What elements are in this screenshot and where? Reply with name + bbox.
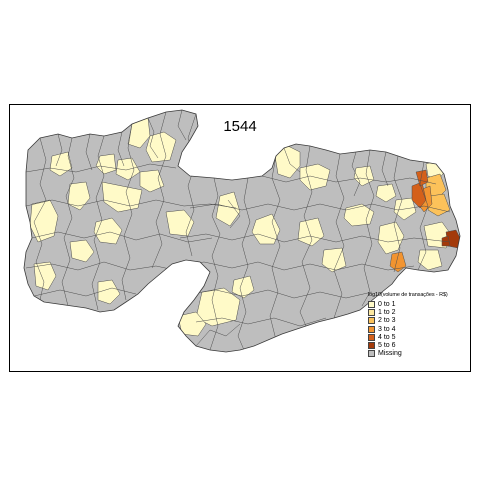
legend-label: 3 to 4 <box>378 325 396 333</box>
class-4-5-municipalities <box>411 169 429 209</box>
legend-row: 2 to 3 <box>368 317 448 325</box>
legend-row: 1 to 2 <box>368 308 448 316</box>
legend-title: log10(volume de transações - R$) <box>368 292 448 298</box>
municipality <box>377 221 405 255</box>
municipality <box>69 239 95 263</box>
municipality <box>67 181 91 211</box>
legend-swatch <box>368 342 375 350</box>
legend-label: Missing <box>378 350 402 358</box>
legend-label: 2 to 3 <box>378 317 396 325</box>
municipality <box>343 203 375 227</box>
legend-swatch <box>368 308 375 316</box>
legend-label: 5 to 6 <box>378 342 396 350</box>
legend-row: 3 to 4 <box>368 325 448 333</box>
municipality <box>95 153 117 175</box>
municipality <box>97 279 121 305</box>
municipality <box>115 157 141 181</box>
municipality <box>33 261 57 291</box>
municipality <box>417 249 443 271</box>
municipality <box>321 247 347 273</box>
municipality <box>215 191 241 227</box>
legend-swatch <box>368 317 375 325</box>
municipality <box>49 151 73 177</box>
legend-swatch <box>368 333 375 341</box>
municipality <box>297 217 325 247</box>
municipality <box>139 169 165 193</box>
municipality <box>375 183 397 203</box>
municipality <box>389 251 407 273</box>
legend-swatch <box>368 325 375 333</box>
class-5-6-municipalities <box>441 229 460 249</box>
map-title: 1544 <box>223 118 257 135</box>
municipality <box>145 131 177 163</box>
legend-row: 5 to 6 <box>368 341 448 350</box>
municipality <box>251 213 281 245</box>
legend-swatch <box>368 350 375 358</box>
legend-swatch <box>368 300 375 308</box>
legend-row: 0 to 1 <box>368 300 448 308</box>
legend-row: Missing <box>368 350 448 358</box>
municipality <box>101 181 143 213</box>
legend-label: 1 to 2 <box>378 308 396 316</box>
legend-label: 0 to 1 <box>378 300 396 308</box>
municipality <box>93 217 123 245</box>
state-outline <box>23 109 461 353</box>
legend-row: 4 to 5 <box>368 333 448 341</box>
municipality <box>353 165 375 187</box>
yellow-municipalities <box>29 117 453 337</box>
municipality <box>231 275 255 299</box>
legend-label: 4 to 5 <box>378 333 396 341</box>
map-panel-frame <box>9 104 471 372</box>
municipality <box>441 235 451 247</box>
